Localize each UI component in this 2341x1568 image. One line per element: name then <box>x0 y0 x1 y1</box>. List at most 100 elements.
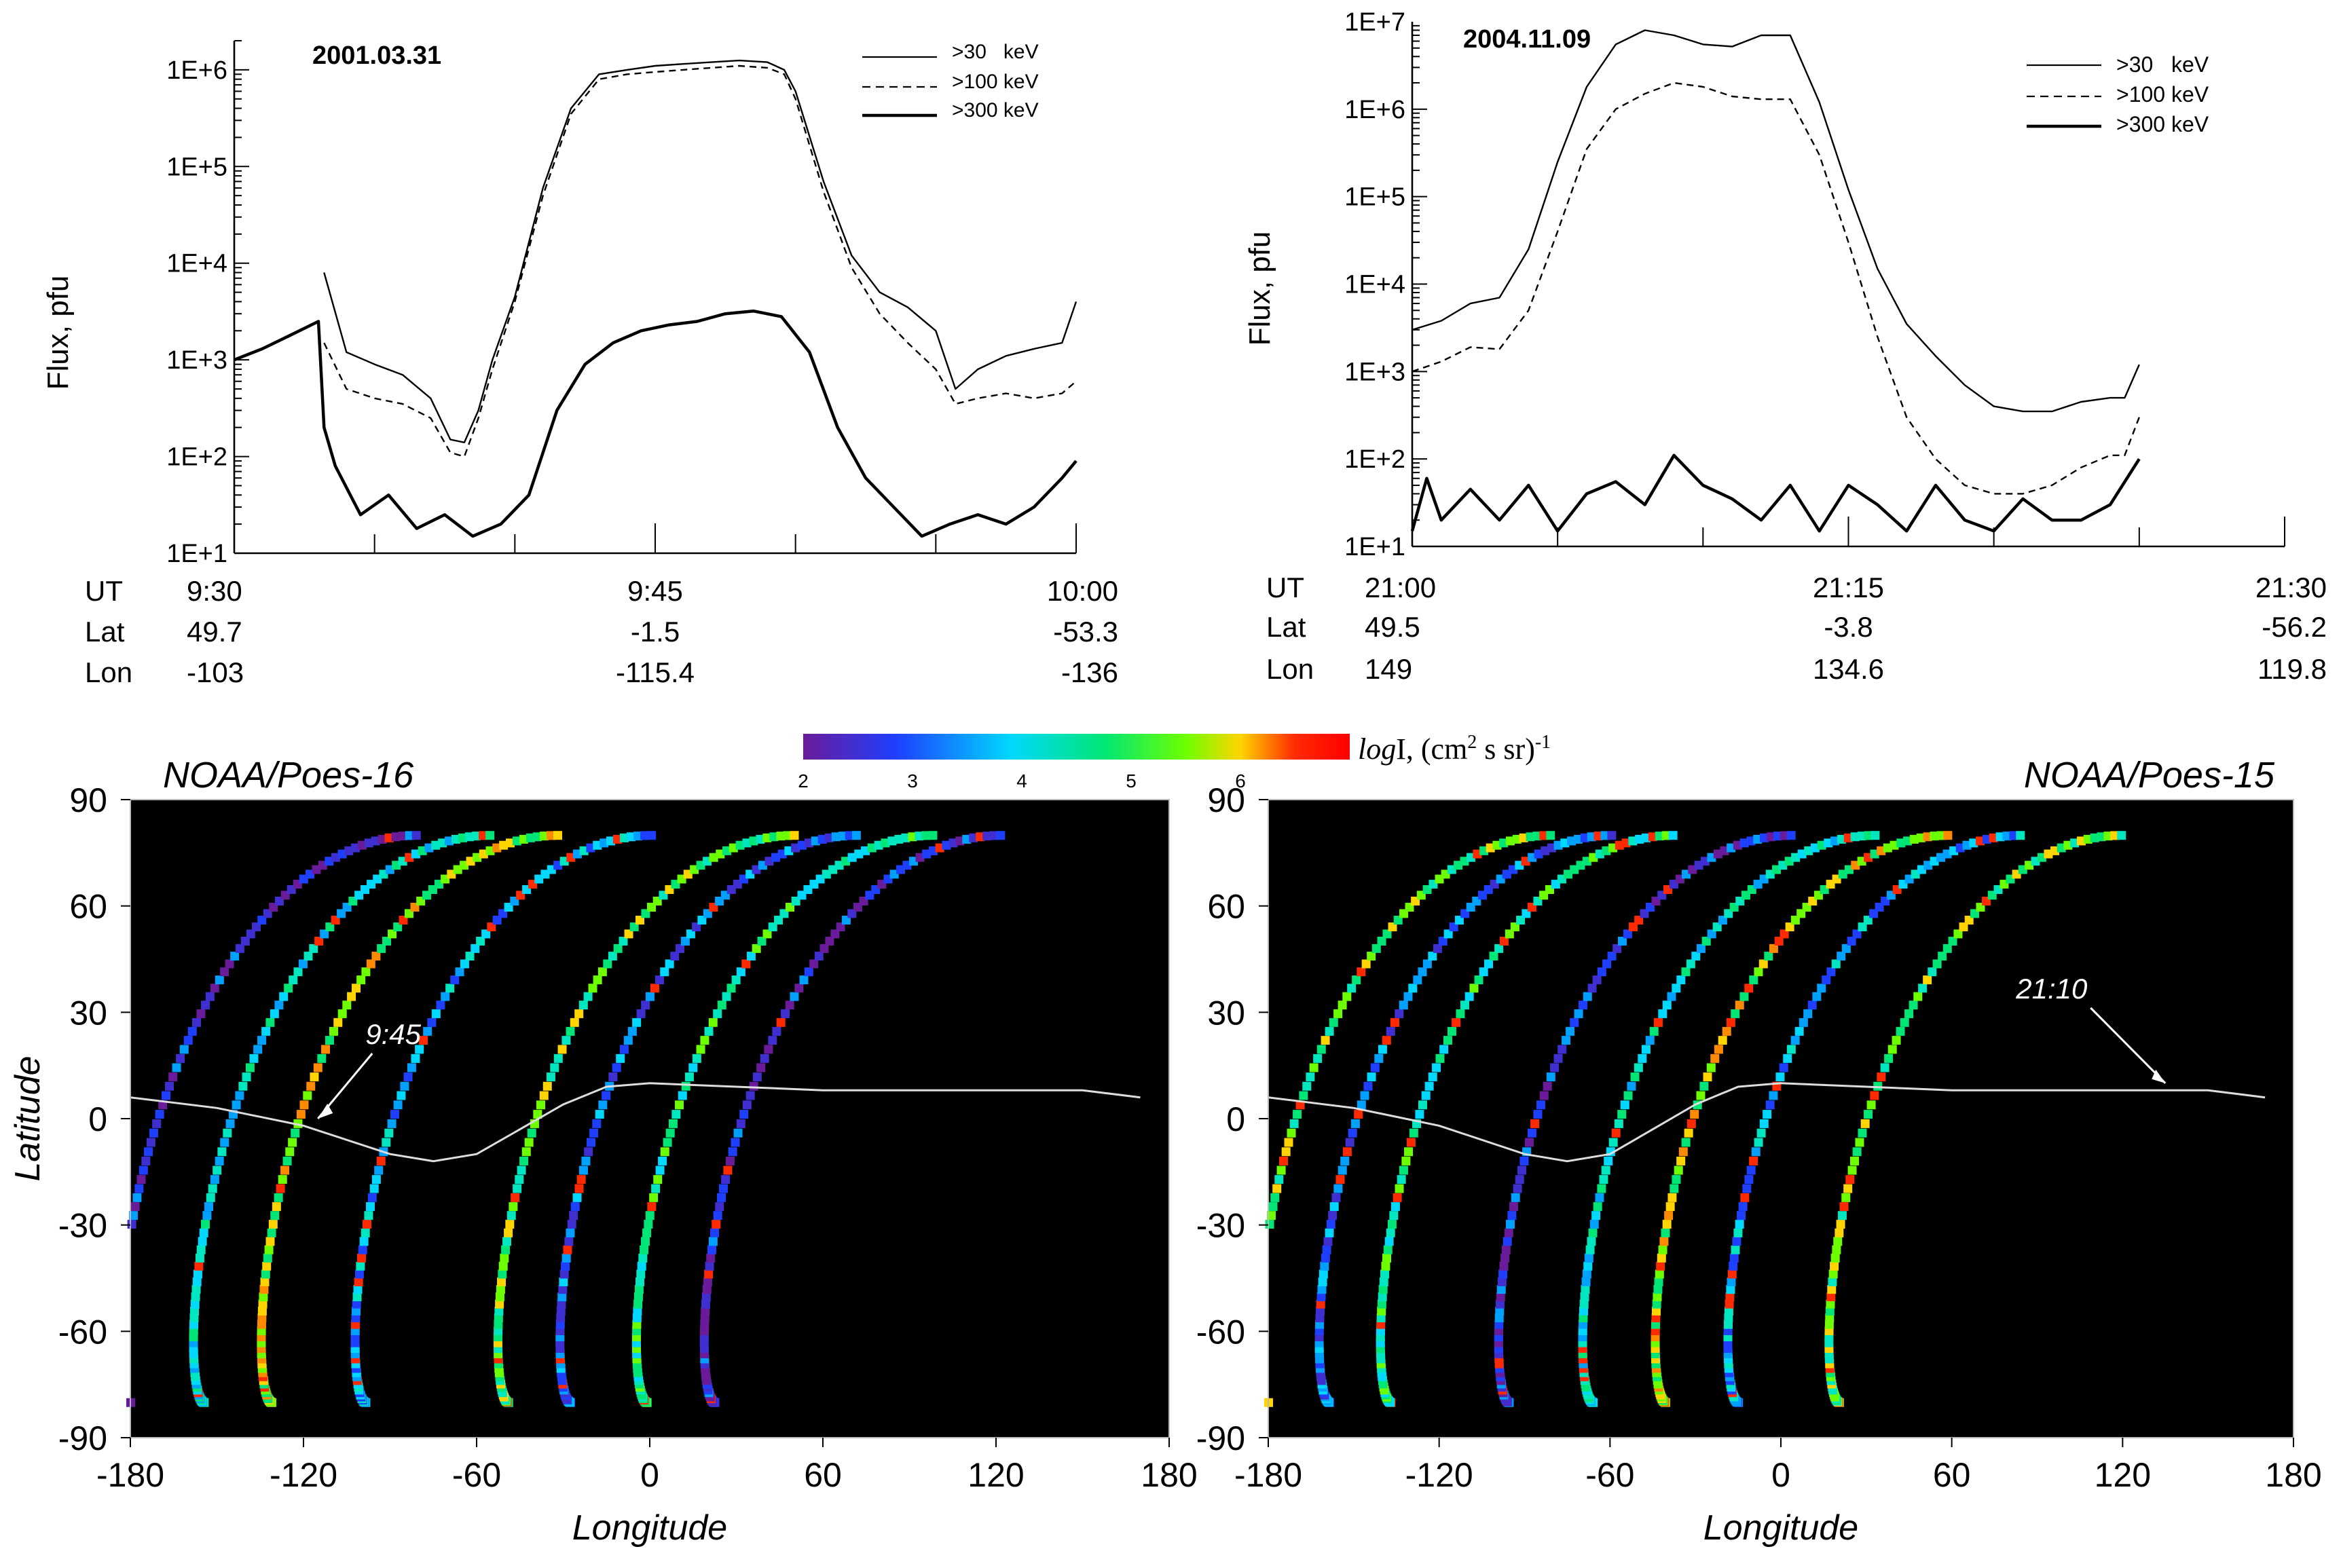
row-value: 49.7 <box>187 616 242 648</box>
orbit-cell <box>645 1211 655 1220</box>
orbit-cell <box>1634 1063 1643 1072</box>
orbit-cell <box>361 1228 370 1237</box>
orbit-cell <box>361 967 371 977</box>
orbit-cell <box>1825 1313 1835 1322</box>
orbit-cell <box>731 975 741 985</box>
orbit-cell <box>1409 1128 1418 1138</box>
orbit-cell <box>623 1036 633 1045</box>
orbit-cell <box>1295 1100 1305 1110</box>
annotation-arrowhead <box>2152 1069 2166 1083</box>
orbit-cell <box>427 1018 437 1027</box>
orbit-cell <box>1390 1202 1400 1212</box>
orbit-cell <box>1665 1202 1675 1212</box>
orbit-cell <box>1825 1306 1835 1315</box>
orbit-cell <box>1317 1285 1327 1294</box>
orbit-cell <box>1494 1313 1504 1322</box>
orbit-cell <box>259 1292 268 1302</box>
orbit-cell <box>1289 1119 1299 1128</box>
orbit-cell <box>1335 1175 1345 1184</box>
orbit-cell <box>1352 975 1361 985</box>
series-line <box>234 309 1077 538</box>
orbit-cell <box>191 1292 200 1302</box>
orbit-cell <box>578 1001 588 1010</box>
orbit-cell <box>517 1165 526 1175</box>
orbit-cell <box>640 1237 650 1246</box>
orbit-cell <box>225 1119 235 1128</box>
orbit-cell <box>127 1220 136 1229</box>
orbit-cell <box>1667 992 1676 1001</box>
orbit-cell <box>1841 944 1851 953</box>
orbit-cell <box>768 922 777 932</box>
orbit-cell <box>1645 1036 1655 1045</box>
orbit-cell <box>183 1036 193 1045</box>
orbit-cell <box>1659 1237 1669 1246</box>
orbit-cell <box>1909 1001 1918 1010</box>
orbit-cell <box>1783 1053 1792 1063</box>
orbit-cell <box>1318 1277 1327 1286</box>
orbit-cell <box>1424 1081 1434 1091</box>
y-tick-label: 90 <box>1207 781 1245 819</box>
orbit-cell <box>479 831 488 840</box>
orbit-cell <box>460 959 469 969</box>
orbit-cell <box>1582 1269 1591 1279</box>
orbit-cell <box>561 1261 570 1271</box>
panel-title: 2004.11.09 <box>1463 25 1591 54</box>
orbit-cell <box>342 1001 352 1010</box>
orbit-cell <box>619 833 629 842</box>
orbit-cell <box>1774 936 1784 946</box>
orbit-cell <box>1279 1156 1289 1165</box>
orbit-cell <box>731 1138 740 1147</box>
orbit-cell <box>1361 959 1371 969</box>
orbit-cell <box>660 1147 669 1157</box>
orbit-cell <box>1331 1193 1341 1202</box>
orbit-cell <box>1732 1237 1741 1246</box>
legend-label: >30 keV <box>2116 52 2209 77</box>
orbit-cell <box>472 832 481 841</box>
y-axis: 1E+1 1E+2 1E+3 1E+4 1E+5 1E+6 <box>166 40 1077 568</box>
row-label: Lat <box>85 616 125 648</box>
orbit-cell <box>1714 1045 1723 1054</box>
orbit-cell <box>1833 1237 1843 1246</box>
orbit-cell <box>1737 1211 1746 1220</box>
orbit-cell <box>1843 833 1853 842</box>
orbit-cell <box>1452 1018 1461 1027</box>
orbit-cell <box>1830 1261 1839 1271</box>
orbit-cell <box>407 1063 416 1072</box>
orbit-cell <box>637 1261 646 1271</box>
orbit-cell <box>1393 1193 1402 1202</box>
colorbar-label-rest: I, (cm <box>1396 732 1467 766</box>
orbit-cell <box>1553 1053 1563 1063</box>
orbit-cell <box>1731 1245 1740 1254</box>
orbit-cell <box>220 967 229 977</box>
orbit-cell <box>1706 1063 1716 1072</box>
orbit-cell <box>1447 1026 1456 1036</box>
orbit-cell <box>2117 831 2126 840</box>
y-tick-label: -60 <box>1196 1313 1245 1351</box>
orbit-cell <box>702 1285 712 1294</box>
orbit-cell <box>1474 975 1483 985</box>
orbit-cell <box>1785 922 1794 932</box>
orbit-cell <box>1456 1009 1465 1018</box>
orbit-cell <box>1573 834 1583 844</box>
orbit-cell <box>1581 1277 1591 1286</box>
orbit-cell <box>1835 1228 1844 1237</box>
orbit-cell <box>559 1269 569 1279</box>
orbit-cell <box>1354 1110 1363 1119</box>
orbit-cell <box>1653 1292 1662 1302</box>
orbit-cell <box>205 992 215 1001</box>
orbit-cell <box>309 944 318 953</box>
y-tick-label: 90 <box>69 781 107 819</box>
orbit-cell <box>1395 1009 1404 1018</box>
row-value: 21:15 <box>1813 572 1884 603</box>
orbit-cell <box>1754 967 1763 977</box>
orbit-cell <box>1581 1285 1590 1294</box>
orbit-cell <box>1443 1036 1452 1045</box>
x-tick-label: 180 <box>1141 1456 1197 1494</box>
orbit-cell <box>989 831 999 840</box>
orbit-cell <box>1403 992 1413 1001</box>
x-tick-label: 120 <box>967 1456 1024 1494</box>
orbit-cell <box>1621 838 1631 848</box>
orbit-cell <box>624 929 633 939</box>
orbit-cell <box>1812 992 1822 1001</box>
